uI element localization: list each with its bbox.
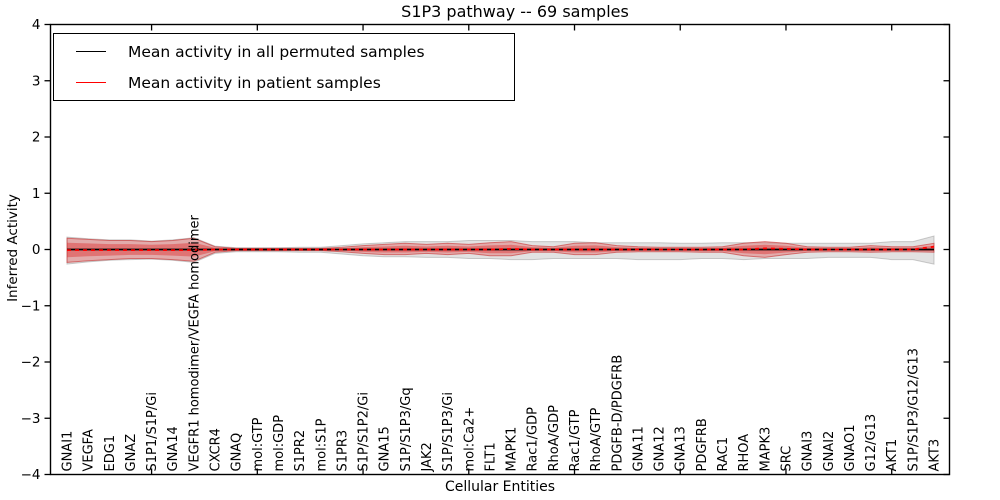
x-category-label: RhoA/GDP — [547, 405, 562, 472]
x-category-label: FLT1 — [483, 442, 498, 471]
x-category-label: GNA11 — [632, 426, 647, 471]
x-category-label: S1P/S1P2/Gi — [357, 392, 372, 471]
x-category-label: Rac1/GTP — [568, 409, 583, 471]
x-category-label: GNAO1 — [843, 425, 858, 472]
y-tick-label: −3 — [21, 411, 41, 427]
y-tick-label: 2 — [32, 130, 41, 146]
x-category-label: GNAZ — [124, 434, 139, 472]
x-category-label: VEGFR1 homodimer/VEGFA homodimer — [187, 215, 202, 472]
x-category-label: RHOA — [737, 434, 752, 472]
patient-line-swatch — [76, 82, 106, 83]
x-category-label: mol:GDP — [272, 415, 287, 472]
x-category-label: GNA14 — [166, 426, 181, 471]
x-category-label: GNAI2 — [822, 431, 837, 472]
x-category-label: CXCR4 — [209, 428, 224, 471]
x-category-label: GNA15 — [378, 426, 393, 471]
chart-title: S1P3 pathway -- 69 samples — [401, 2, 629, 21]
x-axis-label: Cellular Entities — [444, 479, 556, 495]
x-category-label: RAC1 — [716, 437, 731, 472]
x-category-label: S1P/S1P3/Gi — [441, 392, 456, 471]
y-tick-label: −2 — [21, 355, 41, 371]
x-category-label: PDGFRB — [695, 418, 710, 471]
x-category-label: S1PR2 — [293, 430, 308, 472]
y-tick-label: 1 — [32, 186, 41, 202]
x-category-label: PDGFB-D/PDGFRB — [610, 355, 625, 472]
x-category-label: S1PR3 — [335, 430, 350, 472]
x-category-label: AKT3 — [928, 439, 943, 472]
legend-label-patient: Mean activity in patient samples — [128, 73, 381, 92]
x-category-label: MAPK3 — [758, 427, 773, 472]
x-category-label: GNA13 — [674, 426, 689, 471]
x-category-label: mol:Ca2+ — [462, 407, 477, 472]
x-category-label: GNAI3 — [801, 431, 816, 472]
y-tick-label: −1 — [21, 298, 41, 314]
x-category-label: AKT1 — [885, 439, 900, 472]
permuted-line-swatch — [76, 51, 106, 52]
y-tick-label: 3 — [32, 73, 41, 89]
y-tick-label: −4 — [21, 467, 41, 483]
x-category-label: Rac1/GDP — [526, 407, 541, 472]
x-category-label: GNAI1 — [61, 431, 76, 472]
x-category-label: RhoA/GTP — [589, 407, 604, 471]
x-category-label: mol:GTP — [251, 417, 266, 471]
x-category-label: SRC — [780, 446, 795, 472]
x-category-label: S1P/S1P3/G12/G13 — [906, 348, 921, 471]
legend-label-permuted: Mean activity in all permuted samples — [128, 42, 425, 61]
x-category-label: GNA12 — [653, 426, 668, 471]
x-category-label: GNAQ — [230, 433, 245, 472]
legend-box: Mean activity in all permuted samples Me… — [53, 33, 515, 101]
x-category-label: MAPK1 — [505, 427, 520, 472]
legend-entry-permuted: Mean activity in all permuted samples — [54, 36, 514, 67]
patient-mean-line — [67, 245, 935, 251]
x-category-label: S1P/S1P3/Gq — [399, 387, 414, 471]
legend-entry-patient: Mean activity in patient samples — [54, 67, 514, 98]
x-category-label: JAK2 — [420, 442, 435, 472]
x-category-label: EDG1 — [103, 435, 118, 472]
y-axis-label: Inferred Activity — [5, 194, 21, 302]
y-tick-label: 4 — [32, 17, 41, 33]
x-category-label: S1P1/S1P/Gi — [145, 392, 160, 471]
x-category-label: mol:S1P — [314, 418, 329, 471]
y-tick-label: 0 — [32, 242, 41, 258]
x-category-label: G12/G13 — [864, 414, 879, 472]
x-category-label: VEGFA — [82, 429, 97, 471]
